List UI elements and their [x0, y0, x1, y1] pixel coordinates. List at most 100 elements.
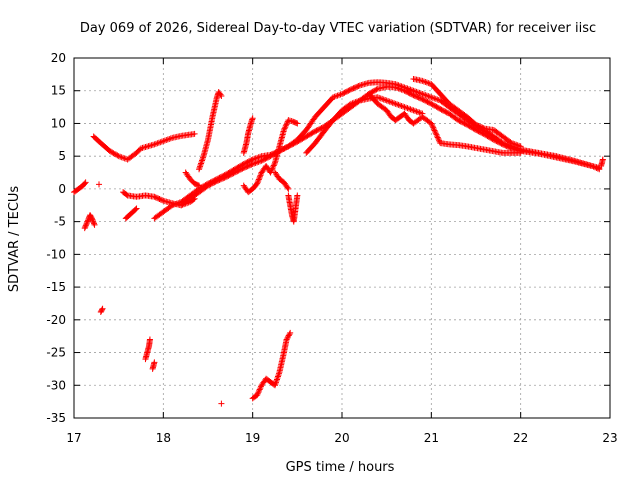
data-point: [230, 170, 237, 177]
data-point: [264, 154, 271, 161]
x-tick-label: 19: [245, 431, 260, 445]
data-point: [170, 201, 177, 208]
data-point: [337, 91, 344, 98]
data-point: [287, 329, 294, 336]
data-point: [391, 100, 398, 107]
data-point: [289, 141, 296, 148]
data-point: [411, 107, 418, 114]
data-point: [159, 197, 166, 204]
data-point: [419, 110, 426, 117]
data-point: [295, 138, 302, 145]
data-point: [316, 126, 323, 133]
data-point: [239, 165, 246, 172]
data-point: [385, 98, 392, 105]
data-point: [91, 221, 98, 228]
data-point: [386, 98, 393, 105]
data-point: [346, 87, 353, 94]
x-tick-label: 22: [513, 431, 528, 445]
data-point: [82, 223, 89, 230]
data-point: [476, 128, 483, 135]
data-point: [388, 99, 395, 106]
data-point: [284, 335, 291, 342]
data-point: [422, 92, 429, 99]
data-point: [314, 127, 321, 133]
data-point: [494, 138, 501, 145]
data-point: [207, 181, 214, 188]
data-point: [215, 177, 222, 184]
data-point: [303, 133, 310, 140]
data-point: [212, 178, 219, 185]
data-point: [351, 84, 358, 91]
data-point: [308, 130, 315, 137]
data-point: [428, 121, 435, 128]
data-point: [217, 176, 224, 183]
data-point: [96, 181, 103, 188]
data-point: [422, 79, 429, 85]
data-point: [478, 124, 485, 131]
data-point: [369, 88, 376, 95]
data-point: [427, 100, 434, 107]
data-point: [405, 89, 412, 96]
data-point: [156, 196, 163, 203]
data-point: [83, 219, 90, 226]
data-point: [146, 336, 153, 343]
data-point: [423, 79, 430, 86]
data-point: [245, 162, 252, 169]
data-point: [81, 225, 88, 232]
data-point: [350, 85, 357, 92]
data-point: [218, 400, 225, 407]
data-point: [407, 106, 414, 113]
data-point: [460, 119, 467, 126]
data-point: [469, 124, 476, 131]
data-point: [286, 142, 293, 149]
data-point: [394, 85, 401, 91]
x-axis-label: GPS time / hours: [286, 460, 395, 475]
data-point: [376, 94, 383, 101]
data-point: [478, 129, 485, 136]
data-point: [110, 150, 117, 157]
data-point: [489, 136, 496, 143]
data-point: [291, 140, 298, 147]
data-point: [88, 215, 95, 222]
data-point: [293, 139, 300, 146]
data-point: [83, 221, 90, 228]
data-point: [507, 139, 514, 146]
data-point: [424, 98, 431, 105]
data-point: [395, 101, 402, 108]
grid: [74, 58, 610, 418]
data-point: [406, 90, 413, 97]
data-point: [255, 158, 262, 165]
data-point: [434, 134, 441, 141]
data-point: [414, 89, 421, 96]
data-point: [473, 127, 479, 133]
data-point: [300, 135, 307, 142]
data-point: [221, 174, 228, 181]
data-point: [503, 143, 510, 150]
y-tick-label: -30: [46, 378, 66, 392]
y-tick-label: -25: [46, 346, 66, 360]
data-point: [344, 88, 351, 95]
data-point: [210, 180, 217, 187]
data-point: [235, 167, 242, 174]
data-point: [173, 200, 180, 207]
data-point: [471, 126, 478, 133]
data-point: [428, 100, 435, 107]
data-point: [249, 161, 256, 168]
data-point: [254, 180, 261, 187]
data-point: [294, 192, 301, 199]
data-point: [442, 108, 449, 115]
data-point: [259, 157, 266, 164]
x-tick-label: 18: [156, 431, 171, 445]
data-point: [501, 141, 508, 148]
data-point: [266, 153, 273, 160]
data-point: [380, 96, 387, 103]
data-point: [251, 160, 258, 167]
data-point: [255, 176, 262, 183]
data-point: [267, 153, 274, 160]
y-tick-label: 0: [58, 182, 66, 196]
data-point: [430, 126, 437, 133]
data-point: [151, 141, 158, 148]
data-point: [420, 96, 427, 103]
data-point: [419, 96, 426, 103]
data-point: [513, 141, 520, 148]
